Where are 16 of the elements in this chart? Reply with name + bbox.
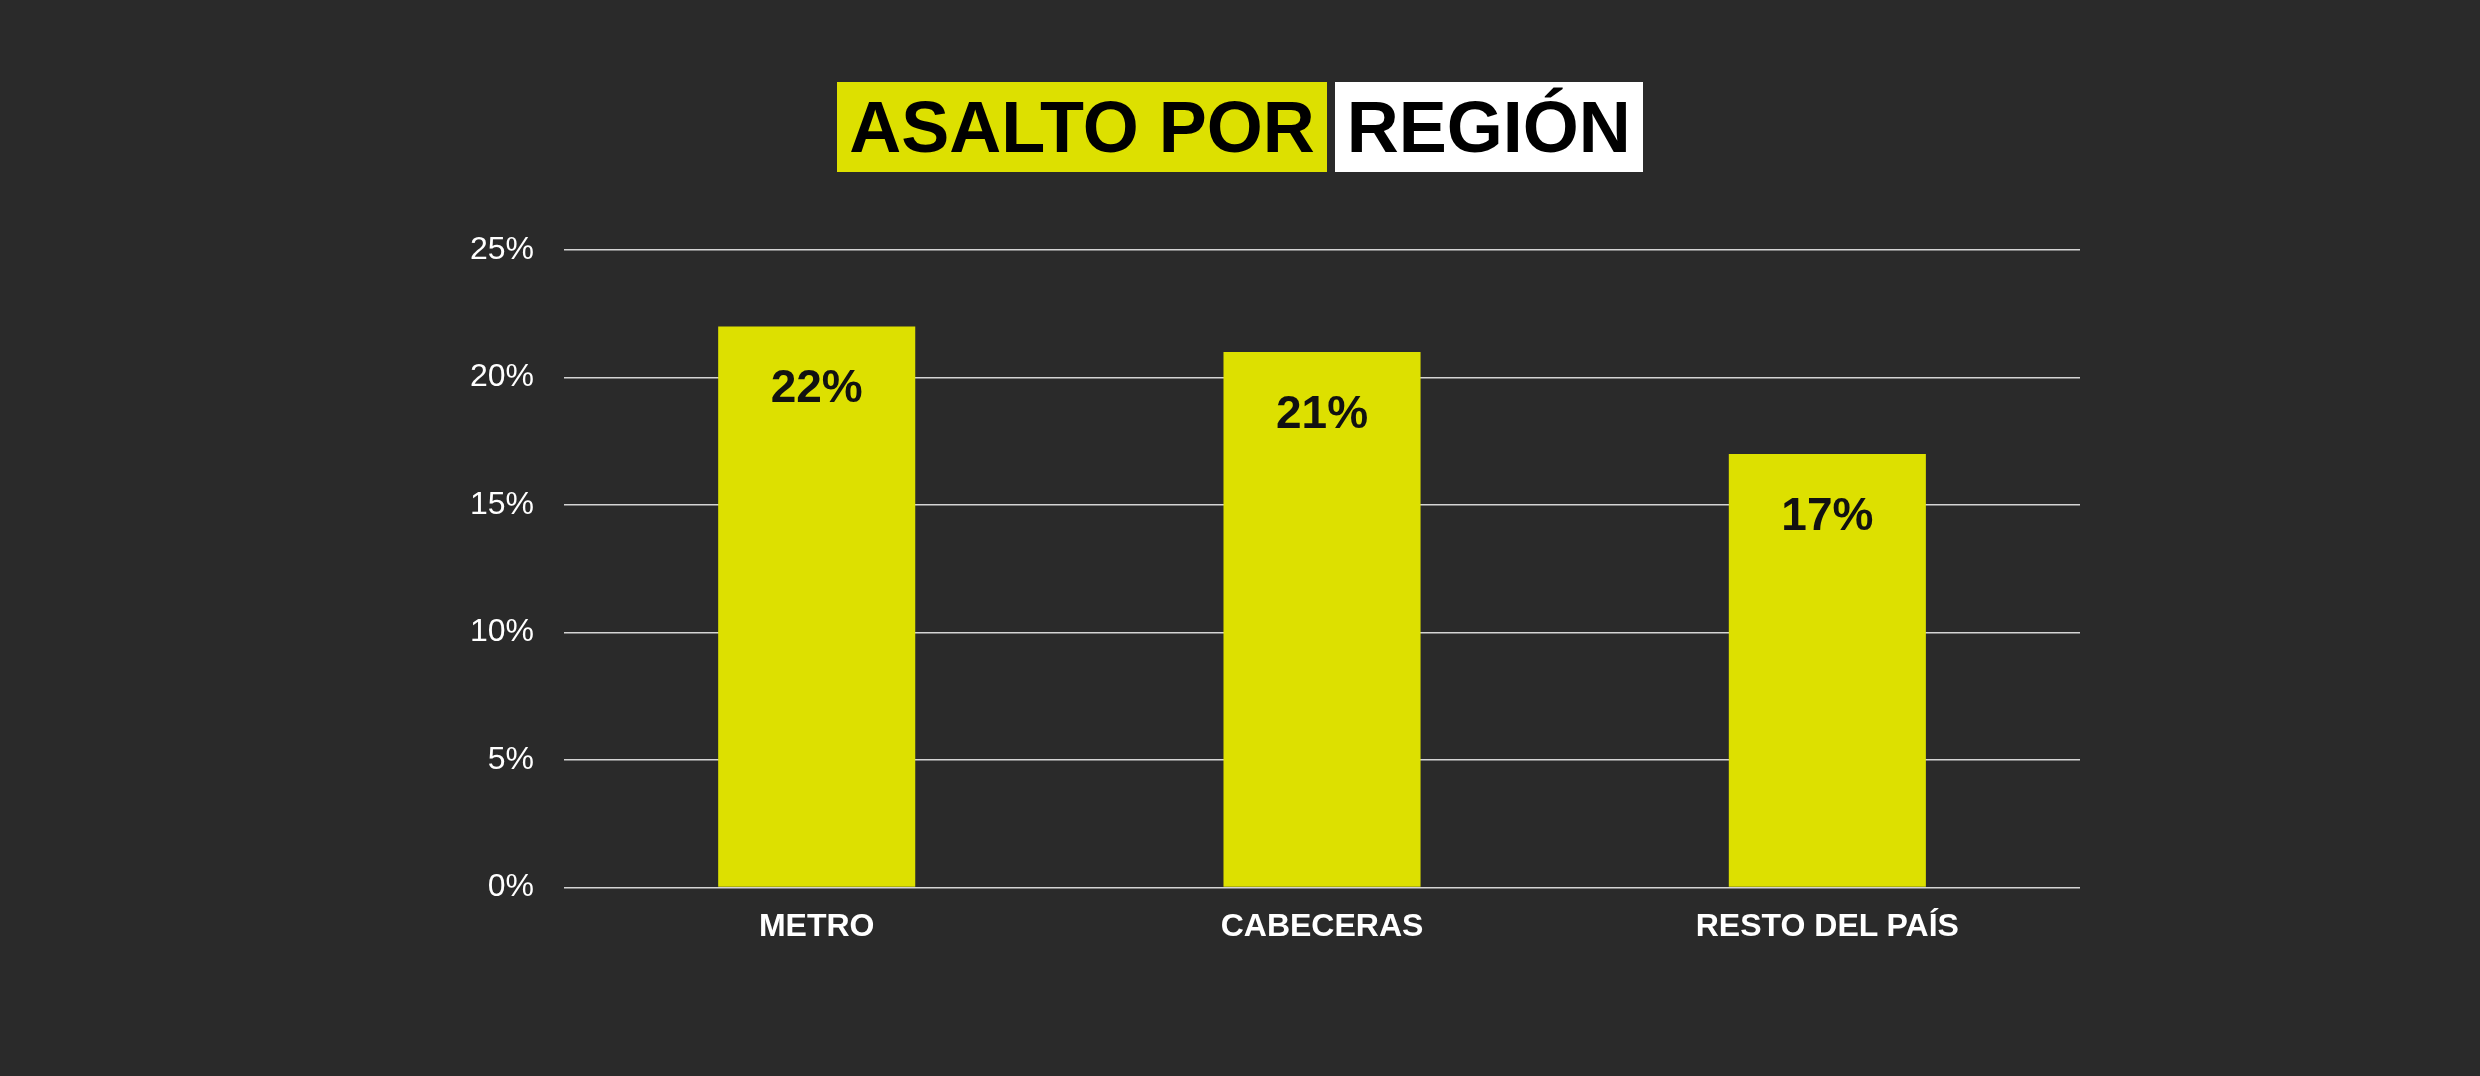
bar bbox=[718, 326, 916, 887]
x-tick-label: CABECERAS bbox=[1220, 906, 1424, 943]
y-tick-label: 10% bbox=[470, 612, 535, 649]
y-tick-label: 25% bbox=[470, 229, 535, 266]
y-tick-label: 0% bbox=[487, 867, 535, 904]
data-label: 22% bbox=[770, 360, 863, 413]
y-tick-label: 15% bbox=[470, 484, 535, 521]
data-label: 21% bbox=[1275, 385, 1369, 438]
bar bbox=[1223, 352, 1421, 887]
chart-title: ASALTO POR REGIÓN bbox=[848, 86, 1632, 169]
x-tick-label: METRO bbox=[758, 906, 875, 943]
data-label: 17% bbox=[1781, 487, 1874, 540]
x-tick-label: RESTO DEL PAÍS bbox=[1695, 906, 1959, 943]
bar bbox=[1728, 454, 1926, 887]
y-tick-label: 20% bbox=[470, 357, 535, 394]
y-tick-label: 5% bbox=[487, 739, 535, 776]
